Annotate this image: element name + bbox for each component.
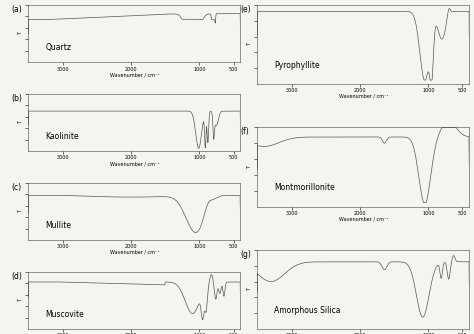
Y-axis label: T: T [18,210,23,213]
Text: Muscovite: Muscovite [46,310,84,319]
Text: Pyrophyllite: Pyrophyllite [274,61,320,70]
Y-axis label: T: T [18,32,23,35]
Text: (d): (d) [11,272,22,281]
Text: Montmorillonite: Montmorillonite [274,183,335,192]
X-axis label: Wavenumber / cm⁻¹: Wavenumber / cm⁻¹ [338,94,388,99]
Text: (c): (c) [11,183,22,192]
Text: (f): (f) [240,128,249,137]
Text: (a): (a) [11,5,22,14]
X-axis label: Wavenumber / cm⁻¹: Wavenumber / cm⁻¹ [109,72,159,77]
Text: Quartz: Quartz [46,43,72,52]
Y-axis label: T: T [18,299,23,302]
Text: Mullite: Mullite [46,221,72,230]
X-axis label: Wavenumber / cm⁻¹: Wavenumber / cm⁻¹ [338,216,388,221]
Text: (g): (g) [240,250,251,259]
X-axis label: Wavenumber / cm⁻¹: Wavenumber / cm⁻¹ [109,161,159,166]
Text: (b): (b) [11,94,22,103]
Text: (e): (e) [240,5,251,14]
Y-axis label: T: T [247,43,252,46]
Text: Amorphous Silica: Amorphous Silica [274,306,341,315]
Y-axis label: T: T [18,121,23,124]
Y-axis label: T: T [247,288,252,291]
X-axis label: Wavenumber / cm⁻¹: Wavenumber / cm⁻¹ [109,250,159,255]
Text: Kaolinite: Kaolinite [46,132,79,141]
Y-axis label: T: T [247,166,252,168]
